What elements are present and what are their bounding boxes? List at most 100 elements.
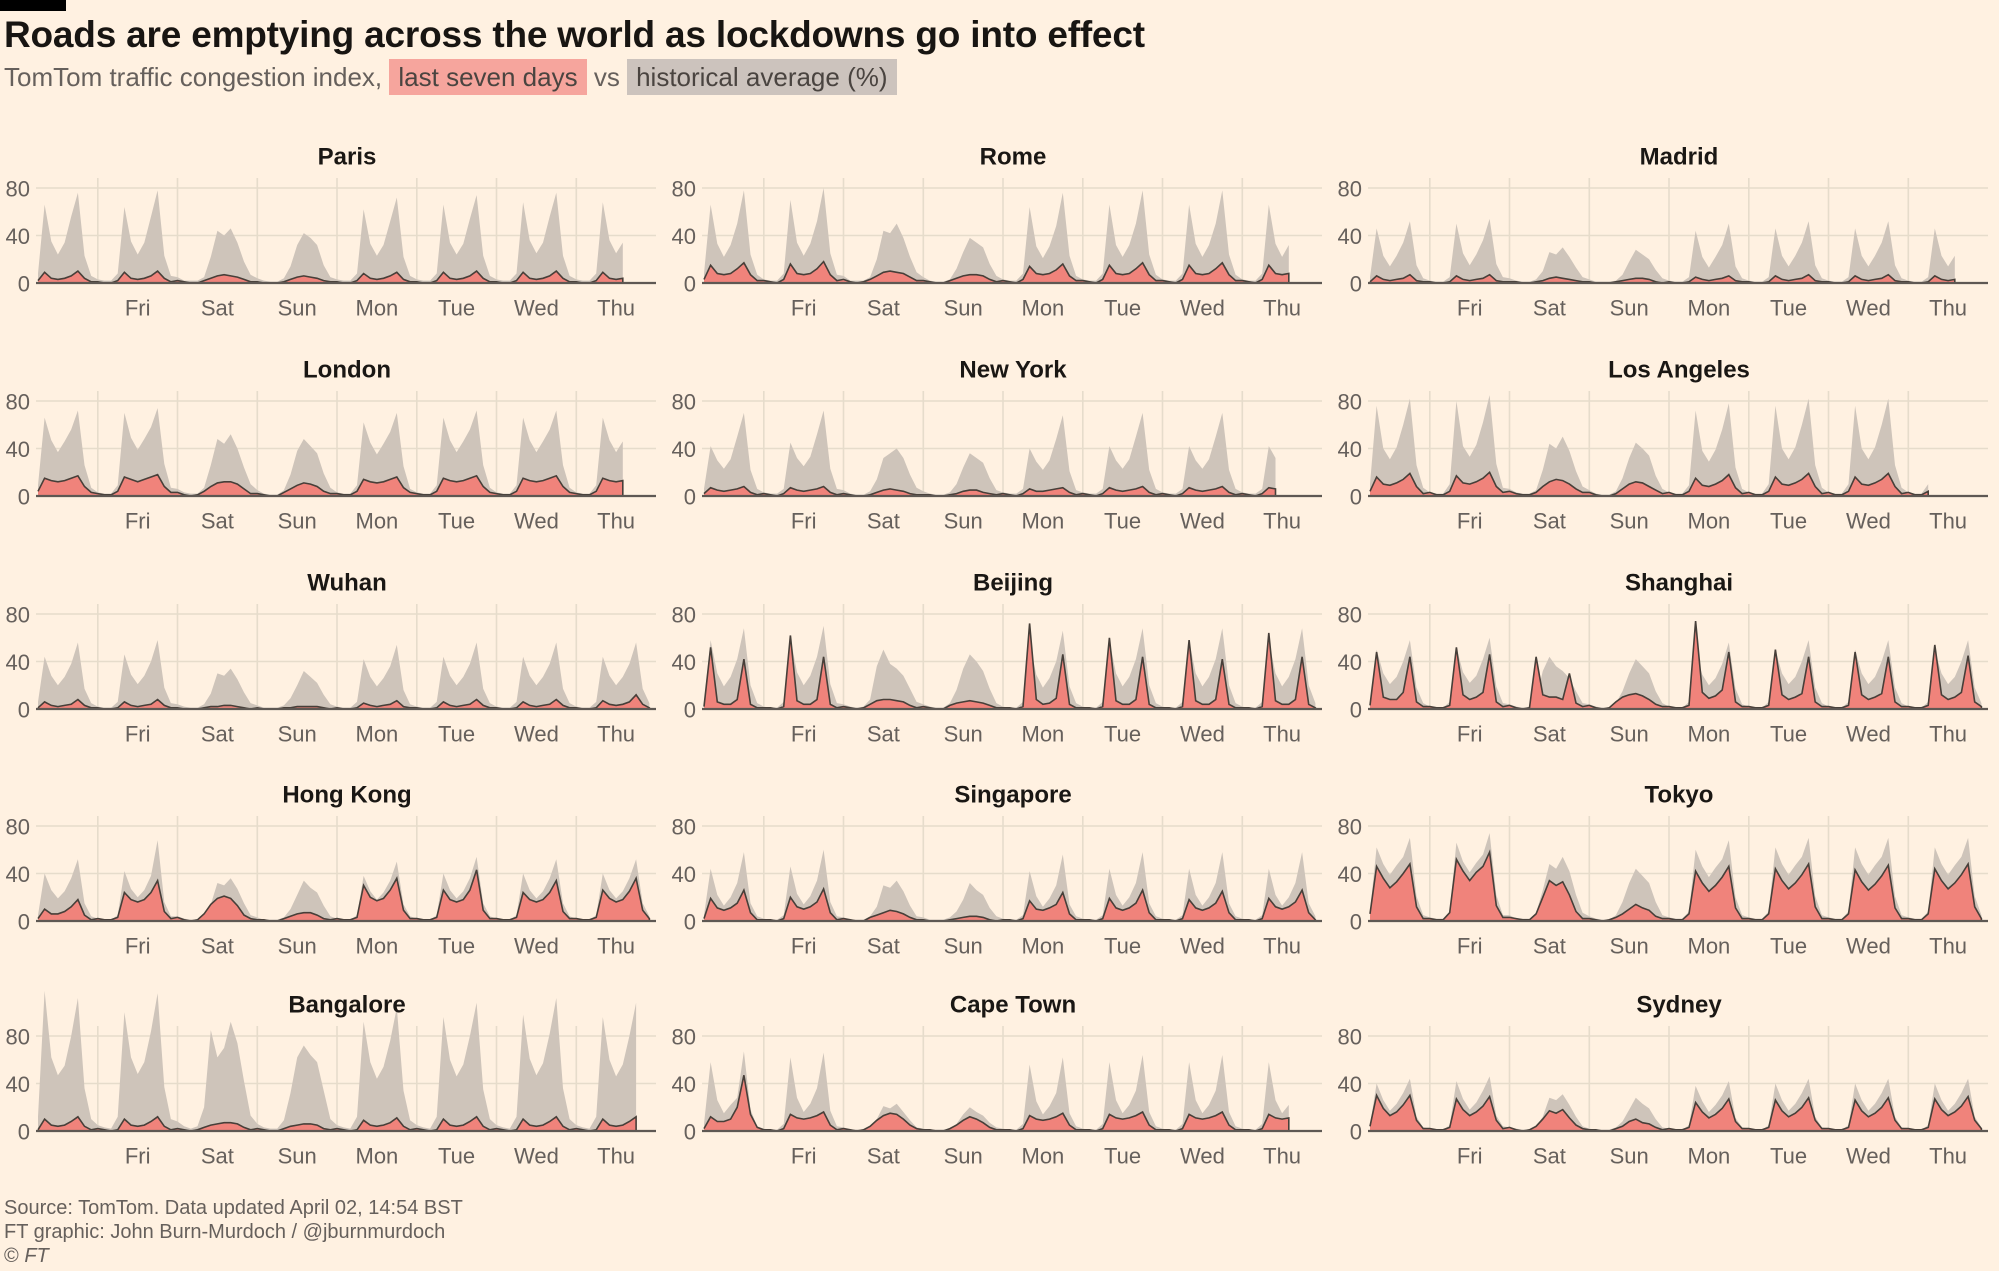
y-tick-label: 0 — [18, 1120, 30, 1145]
x-tick-label-sun: Sun — [1610, 722, 1649, 747]
city-title: Hong Kong — [282, 782, 411, 809]
x-tick-label-wed: Wed — [514, 722, 559, 747]
x-tick-label-sat: Sat — [867, 722, 900, 747]
hist-area — [704, 625, 1316, 709]
x-tick-label-sun: Sun — [278, 296, 317, 321]
hist-area — [38, 190, 623, 283]
y-tick-label: 40 — [1338, 650, 1362, 675]
chart-wuhan: 0 40 80 Fri Sat Sun Mon Tue Wed Thu Wuhan — [0, 537, 666, 751]
x-tick-label-tue: Tue — [438, 934, 475, 959]
last7-area — [38, 271, 623, 283]
x-tick-label-thu: Thu — [1263, 1144, 1301, 1169]
x-tick-label-fri: Fri — [791, 296, 817, 321]
x-tick-label-tue: Tue — [1104, 934, 1141, 959]
last7-area — [38, 474, 623, 496]
y-tick-label: 40 — [6, 1072, 30, 1097]
city-title: New York — [959, 357, 1067, 384]
x-tick-label-mon: Mon — [1688, 509, 1731, 534]
chart-new-york: 0 40 80 Fri Sat Sun Mon Tue Wed Thu New York — [666, 324, 1332, 538]
x-tick-label-wed: Wed — [1180, 722, 1225, 747]
x-tick-label-mon: Mon — [1022, 509, 1065, 534]
chart-svg: 0 40 80 Fri Sat Sun Mon Tue Wed Thu Singapore — [672, 782, 1322, 959]
city-title: Shanghai — [1625, 570, 1733, 597]
hist-area — [704, 410, 1276, 496]
hist-area — [704, 849, 1316, 921]
y-tick-label: 40 — [672, 224, 696, 249]
x-tick-label-fri: Fri — [125, 934, 151, 959]
x-tick-label-thu: Thu — [1929, 934, 1967, 959]
city-title: Singapore — [954, 782, 1071, 809]
x-tick-label-sat: Sat — [201, 722, 234, 747]
last7-line — [37, 270, 624, 284]
chart-svg: 0 40 80 Fri Sat Sun Mon Tue Wed Thu New York — [672, 357, 1322, 534]
x-tick-label-fri: Fri — [125, 509, 151, 534]
y-tick-label: 40 — [672, 437, 696, 462]
x-tick-label-tue: Tue — [1104, 296, 1141, 321]
chart-svg: 0 40 80 Fri Sat Sun Mon Tue Wed Thu Los Angeles — [1338, 357, 1988, 534]
x-tick-label-sun: Sun — [1610, 934, 1649, 959]
x-tick-label-sun: Sun — [1610, 509, 1649, 534]
x-tick-label-mon: Mon — [1022, 722, 1065, 747]
x-tick-label-fri: Fri — [791, 1144, 817, 1169]
x-tick-label-sat: Sat — [1533, 509, 1566, 534]
x-tick-label-tue: Tue — [438, 722, 475, 747]
x-tick-label-wed: Wed — [1180, 509, 1225, 534]
x-tick-label-sun: Sun — [944, 509, 983, 534]
chart-beijing: 0 40 80 Fri Sat Sun Mon Tue Wed Thu Beijing — [666, 537, 1332, 751]
x-tick-label-mon: Mon — [356, 722, 399, 747]
x-tick-label-tue: Tue — [1770, 722, 1807, 747]
x-tick-label-wed: Wed — [1846, 934, 1891, 959]
y-tick-label: 40 — [672, 1072, 696, 1097]
x-tick-label-thu: Thu — [1929, 722, 1967, 747]
x-tick-label-tue: Tue — [438, 509, 475, 534]
x-tick-label-mon: Mon — [1688, 934, 1731, 959]
hist-area — [38, 990, 637, 1131]
footer: Source: TomTom. Data updated April 02, 1… — [4, 1196, 463, 1268]
x-tick-label-thu: Thu — [1263, 722, 1301, 747]
x-tick-label-wed: Wed — [1846, 722, 1891, 747]
legend-historical-average: historical average (%) — [627, 59, 897, 95]
x-tick-label-wed: Wed — [514, 509, 559, 534]
x-tick-label-fri: Fri — [791, 509, 817, 534]
ft-black-bar — [0, 0, 66, 11]
chart-svg: 0 40 80 Fri Sat Sun Mon Tue Wed Thu Madrid — [1338, 144, 1988, 321]
chart-svg: 0 40 80 Fri Sat Sun Mon Tue Wed Thu Rome — [672, 144, 1322, 321]
x-tick-label-fri: Fri — [1457, 934, 1483, 959]
y-tick-label: 40 — [672, 862, 696, 887]
last7-line — [703, 260, 1290, 284]
y-tick-label: 80 — [6, 815, 30, 840]
x-tick-label-sun: Sun — [278, 1144, 317, 1169]
x-tick-label-thu: Thu — [597, 296, 635, 321]
x-tick-label-wed: Wed — [514, 296, 559, 321]
x-tick-label-thu: Thu — [597, 1144, 635, 1169]
x-tick-label-sun: Sun — [1610, 1144, 1649, 1169]
x-tick-label-thu: Thu — [1263, 296, 1301, 321]
y-tick-label: 80 — [6, 603, 30, 628]
x-tick-label-wed: Wed — [1846, 1144, 1891, 1169]
x-tick-label-fri: Fri — [125, 296, 151, 321]
chart-cape-town: 0 40 80 Fri Sat Sun Mon Tue Wed Thu Cape Town — [666, 959, 1332, 1173]
y-tick-label: 0 — [18, 485, 30, 510]
x-tick-label-tue: Tue — [1104, 1144, 1141, 1169]
last7-line — [1369, 849, 1983, 922]
y-tick-label: 80 — [672, 1025, 696, 1050]
y-tick-label: 80 — [1338, 815, 1362, 840]
x-tick-label-tue: Tue — [438, 1144, 475, 1169]
subtitle-vs: vs — [593, 62, 620, 92]
x-tick-label-wed: Wed — [1180, 934, 1225, 959]
x-tick-label-fri: Fri — [1457, 296, 1483, 321]
y-tick-label: 40 — [672, 650, 696, 675]
y-tick-label: 0 — [684, 1120, 696, 1145]
x-tick-label-mon: Mon — [356, 934, 399, 959]
chart-madrid: 0 40 80 Fri Sat Sun Mon Tue Wed Thu Madrid — [1332, 111, 1998, 325]
y-tick-label: 80 — [6, 177, 30, 202]
x-tick-label-tue: Tue — [1770, 1144, 1807, 1169]
last7-area — [1370, 1095, 1982, 1131]
x-tick-label-sat: Sat — [1533, 722, 1566, 747]
x-tick-label-thu: Thu — [1929, 296, 1967, 321]
x-tick-label-sun: Sun — [944, 934, 983, 959]
x-tick-label-sun: Sun — [278, 934, 317, 959]
y-tick-label: 40 — [1338, 224, 1362, 249]
x-tick-label-wed: Wed — [1180, 296, 1225, 321]
y-tick-label: 80 — [672, 390, 696, 415]
